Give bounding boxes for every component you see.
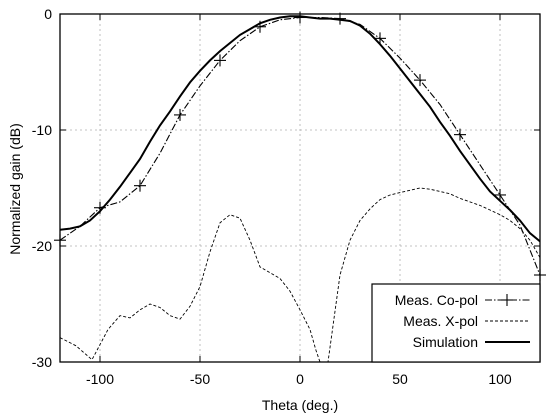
- x-tick-label: -100: [86, 371, 114, 387]
- legend-label-co-pol: Meas. Co-pol: [395, 292, 478, 308]
- series-meas-co-pol-marker: [454, 128, 466, 141]
- y-tick-label: -30: [32, 354, 52, 370]
- series-meas-co-pol-line: [60, 16, 540, 276]
- axis-ticks: -100 -50 0 50 100 0 -10 -20 -30: [32, 6, 540, 387]
- x-tick-label: -50: [190, 371, 210, 387]
- series-meas-x-pol-line: [60, 187, 540, 362]
- y-tick-label: -10: [32, 122, 52, 138]
- x-tick-label: 100: [488, 371, 512, 387]
- series-meas-co-pol-marker: [174, 108, 186, 121]
- series-meas-co-pol-marker: [134, 179, 146, 192]
- legend-label-x-pol: Meas. X-pol: [403, 313, 478, 329]
- legend-box: [371, 283, 541, 363]
- series-meas-co-pol-marker: [494, 188, 506, 201]
- x-tick-label: 50: [392, 371, 408, 387]
- series-meas-co-pol-marker: [414, 74, 426, 87]
- series-meas-co-pol-marker: [374, 32, 386, 45]
- series-meas-co-pol-marker: [214, 54, 226, 67]
- y-axis-label: Normalized gain (dB): [7, 123, 23, 255]
- y-tick-label: -20: [32, 238, 52, 254]
- legend: Meas. Co-pol Meas. X-pol Simulation: [371, 283, 541, 363]
- y-tick-label: 0: [44, 6, 52, 22]
- legend-marker-meas-co-pol: [501, 294, 513, 306]
- legend-label-simulation: Simulation: [413, 334, 478, 350]
- x-axis-label: Theta (deg.): [262, 397, 338, 413]
- x-tick-label: 0: [296, 371, 304, 387]
